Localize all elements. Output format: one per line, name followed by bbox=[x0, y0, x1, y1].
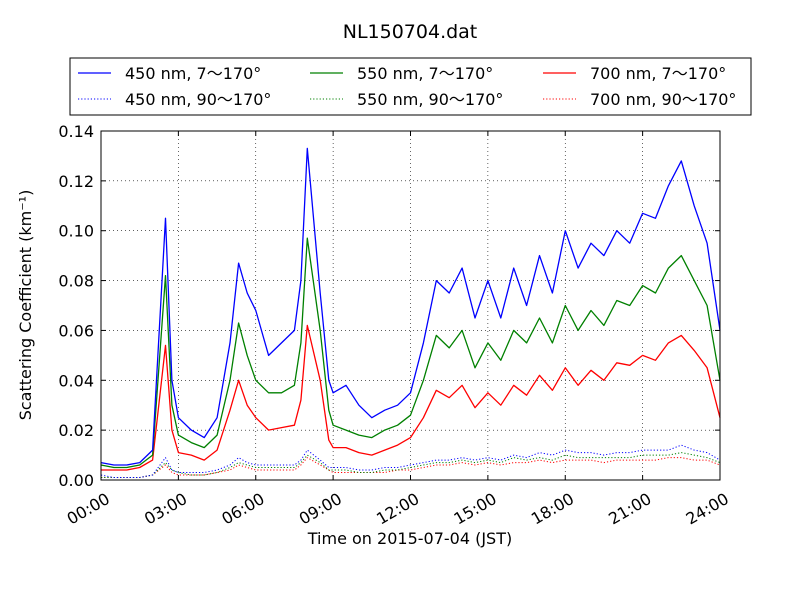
y-tick-label: 0.14 bbox=[58, 122, 94, 141]
y-tick-label: 0.12 bbox=[58, 172, 94, 191]
x-axis-label: Time on 2015-07-04 (JST) bbox=[307, 529, 512, 548]
x-tick-label: 21:00 bbox=[605, 489, 654, 529]
x-tick-label: 15:00 bbox=[450, 489, 499, 529]
series-line-1 bbox=[100, 147, 721, 466]
x-tick-label: 18:00 bbox=[528, 489, 577, 529]
x-tick-label: 12:00 bbox=[373, 489, 422, 529]
y-tick-label: 0.08 bbox=[58, 272, 94, 291]
x-tick-label: 00:00 bbox=[64, 489, 113, 529]
series-line-2 bbox=[100, 237, 721, 469]
y-tick-label: 0.10 bbox=[58, 222, 94, 241]
x-tick-label: 09:00 bbox=[296, 489, 345, 529]
grid bbox=[101, 131, 720, 480]
legend-label: 550 nm, 90～170° bbox=[357, 90, 503, 109]
y-tick-label: 0.00 bbox=[58, 471, 94, 490]
series-layer bbox=[100, 147, 721, 478]
y-tick-label: 0.02 bbox=[58, 421, 94, 440]
series-line-3 bbox=[101, 324, 721, 471]
legend-label: 700 nm, 90～170° bbox=[590, 90, 736, 109]
x-axis: 00:00 03:00 06:00 09:00 12:00 15:00 18:00 21:00… bbox=[64, 131, 732, 529]
y-axis-label: Scattering Coefficient (km⁻¹) bbox=[16, 190, 35, 421]
legend-label: 700 nm, 7～170° bbox=[590, 64, 726, 83]
legend-label: 450 nm, 90～170° bbox=[125, 90, 271, 109]
chart-title: NL150704.dat bbox=[343, 21, 478, 43]
legend-label: 450 nm, 7～170° bbox=[125, 64, 261, 83]
x-tick-label: 24:00 bbox=[683, 489, 732, 529]
x-tick-label: 06:00 bbox=[218, 489, 267, 529]
y-tick-label: 0.06 bbox=[58, 321, 94, 340]
legend-box bbox=[69, 57, 752, 116]
series-line-6 bbox=[101, 457, 721, 478]
y-tick-label: 0.04 bbox=[58, 371, 94, 390]
y-axis: 0.00 0.02 0.04 0.06 0.08 0.10 0.12 0.14 bbox=[58, 122, 720, 490]
legend-label: 550 nm, 7～170° bbox=[357, 64, 493, 83]
series-line-4 bbox=[100, 444, 721, 478]
legend: 450 nm, 7～170° 550 nm, 7～170° 700 nm, 7～17… bbox=[69, 57, 752, 116]
series-line-5 bbox=[101, 452, 721, 478]
x-tick-label: 03:00 bbox=[141, 489, 190, 529]
